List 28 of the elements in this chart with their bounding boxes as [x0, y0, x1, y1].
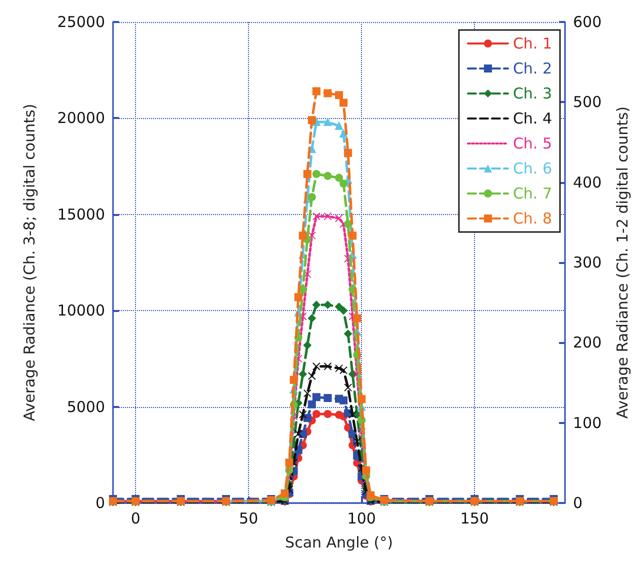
- legend-label: Ch. 1: [512, 34, 552, 52]
- legend-label: Ch. 2: [512, 60, 552, 78]
- y2-tick-label: 100: [573, 414, 602, 432]
- x-tick-label: 150: [460, 510, 489, 528]
- y2-tick-label: 300: [573, 254, 602, 272]
- x-tick-label: 50: [239, 510, 258, 528]
- y2-axis-title: Average Radiance (Ch. 1-2 digital counts): [614, 106, 632, 419]
- x-axis-title: Scan Angle (°): [285, 534, 393, 552]
- legend-label: Ch. 5: [512, 134, 552, 152]
- y-tick-label: 10000: [57, 302, 105, 320]
- y2-tick-label: 600: [573, 13, 602, 31]
- y-tick-label: 25000: [57, 13, 105, 31]
- legend-label: Ch. 8: [512, 210, 552, 228]
- x-tick-label: 100: [347, 510, 376, 528]
- y2-tick-label: 200: [573, 334, 602, 352]
- y-axis-title: Average Radiance (Ch. 3-8; digital counts): [20, 104, 38, 422]
- y2-tick-label: 400: [573, 173, 602, 192]
- x-tick-label: 0: [130, 510, 140, 528]
- y-tick-label: 20000: [57, 109, 105, 128]
- legend-label: Ch. 3: [512, 84, 552, 102]
- y-tick-label: 15000: [57, 205, 105, 224]
- y2-tick-label: 0: [573, 494, 583, 512]
- legend-label: Ch. 4: [512, 110, 552, 128]
- legend-label: Ch. 6: [512, 160, 552, 178]
- y2-tick-label: 500: [573, 93, 602, 112]
- y-tick-label: 0: [95, 494, 105, 512]
- y-tick-label: 5000: [66, 398, 105, 416]
- legend-label: Ch. 7: [512, 184, 552, 202]
